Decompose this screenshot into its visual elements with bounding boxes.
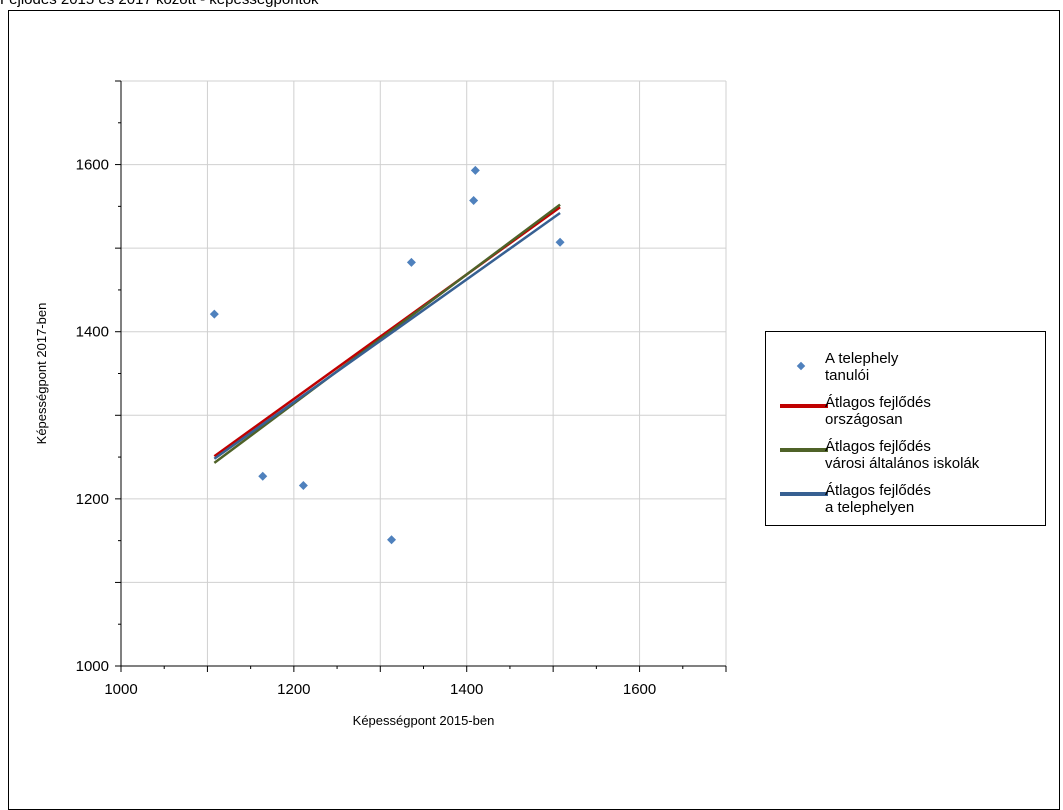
- y-tick-label: 1200: [76, 491, 109, 508]
- trend-line-3: [213, 212, 561, 460]
- x-axis-title: Képességpont 2015-ben: [353, 713, 495, 728]
- x-tick-label: 1400: [450, 681, 483, 698]
- legend-label-site: Átlagos fejlődés a telephelyen: [825, 482, 931, 516]
- data-point: [298, 480, 308, 490]
- legend-item-students: A telephely tanulói: [766, 340, 1045, 384]
- data-point: [387, 535, 397, 545]
- data-point: [469, 196, 479, 206]
- page-title: Fejlődés 2015 és 2017 között - képességp…: [0, 0, 319, 8]
- data-point: [258, 471, 268, 481]
- x-tick-label: 1200: [277, 681, 310, 698]
- data-point: [406, 257, 416, 267]
- chart-frame: 1000 1200 1400 1600 1000 1200 1400 1600 Képessé…: [8, 10, 1060, 810]
- x-tick-label: 1600: [623, 681, 656, 698]
- data-point: [470, 165, 480, 175]
- legend-label-students: A telephely tanulói: [825, 350, 899, 384]
- legend-label-national: Átlagos fejlődés országosan: [825, 394, 931, 428]
- y-axis-title: Képességpont 2017-ben: [34, 303, 49, 445]
- legend-item-city-schools: Átlagos fejlődés városi általános iskolá…: [766, 428, 1045, 472]
- legend-label-city-schools: Átlagos fejlődés városi általános iskolá…: [825, 438, 980, 472]
- data-points: [209, 165, 565, 545]
- scatter-chart: 1000 1200 1400 1600 1000 1200 1400 1600 Képessé…: [34, 80, 727, 728]
- legend-item-national: Átlagos fejlődés országosan: [766, 384, 1045, 428]
- legend-diamond-icon: [796, 361, 806, 371]
- legend-line-national: [780, 404, 828, 408]
- legend-line-site: [780, 492, 828, 496]
- chart-legend: A telephely tanulói Átlagos fejlődés ors…: [765, 331, 1046, 526]
- trend-lines: [213, 203, 561, 464]
- tick-labels: 1000 1200 1400 1600 1000 1200 1400 1600: [76, 157, 657, 698]
- x-tick-label: 1000: [104, 681, 137, 698]
- y-tick-label: 1400: [76, 324, 109, 341]
- grid-lines: [121, 80, 727, 666]
- trend-line-2: [213, 203, 561, 464]
- legend-line-city-schools: [780, 448, 828, 452]
- y-tick-label: 1600: [76, 157, 109, 174]
- legend-item-site: Átlagos fejlődés a telephelyen: [766, 472, 1045, 516]
- y-tick-label: 1000: [76, 658, 109, 675]
- axes: [115, 80, 727, 672]
- data-point: [555, 237, 565, 247]
- data-point: [209, 309, 219, 319]
